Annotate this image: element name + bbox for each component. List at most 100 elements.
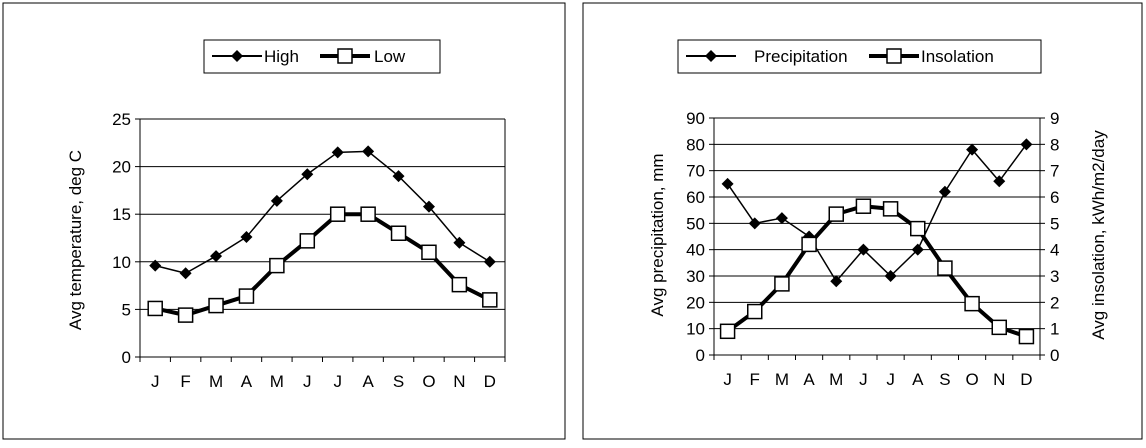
data-point	[748, 217, 761, 230]
precipitation-chart: Precipitation Insolation Avg precipitati…	[648, 39, 1108, 389]
series-high	[149, 145, 496, 280]
y-tick-label-right: 8	[1050, 135, 1059, 154]
x-tick-label: F	[750, 370, 760, 389]
data-point	[360, 206, 376, 222]
data-point	[719, 323, 736, 340]
data-point	[299, 233, 316, 249]
legend-label-high: High	[264, 47, 299, 66]
y-tick-label-right: 6	[1050, 188, 1059, 207]
temperature-chart-frame	[2, 2, 566, 440]
data-point	[240, 231, 253, 244]
data-point	[911, 243, 924, 256]
data-point	[270, 194, 283, 207]
x-tick-label: J	[723, 370, 732, 389]
x-tick-label: A	[241, 372, 253, 391]
data-point	[937, 260, 953, 276]
y-tick-label: 20	[686, 293, 705, 312]
x-tick-label: S	[939, 370, 950, 389]
y-tick-label: 5	[122, 300, 131, 319]
data-point	[362, 145, 375, 158]
data-point	[483, 255, 496, 268]
data-point	[1020, 138, 1033, 151]
y-axis-label-left: Avg precipitation, mm	[648, 153, 667, 316]
series-line-high	[155, 150, 491, 274]
precipitation-legend-box	[677, 39, 1042, 74]
x-tick-label: O	[422, 372, 435, 391]
data-point	[390, 225, 407, 241]
data-point	[269, 257, 285, 274]
y-tick-label: 40	[686, 241, 705, 260]
x-tick-label: J	[859, 370, 868, 389]
temperature-chart: High Low Avg temperature, deg C 0 5 10 15 20…	[66, 39, 506, 391]
legend-marker-precipitation	[705, 50, 717, 62]
legend-marker-low	[337, 48, 353, 64]
data-point	[938, 185, 951, 198]
legend-entry-high: High	[212, 47, 299, 66]
x-tick-label: M	[209, 372, 223, 391]
x-tick-label: J	[333, 372, 342, 391]
x-tick-label: D	[1020, 370, 1032, 389]
y-tick-label-right: 4	[1050, 241, 1059, 260]
precipitation-chart-frame	[582, 2, 1143, 440]
y-tick-label: 10	[686, 320, 705, 339]
y-tick-label-right: 2	[1050, 293, 1059, 312]
data-point	[451, 276, 468, 293]
data-point	[329, 206, 346, 222]
y-tick-label-right: 9	[1050, 109, 1059, 128]
data-point	[301, 168, 314, 181]
data-point	[884, 270, 897, 282]
x-tick-label: J	[886, 370, 895, 389]
legend-entry-precipitation: Precipitation	[686, 47, 848, 66]
data-point	[882, 201, 899, 217]
data-point	[830, 275, 843, 288]
data-point	[421, 244, 437, 261]
data-point	[966, 143, 979, 156]
legend-marker-high	[231, 50, 243, 62]
x-tick-label: M	[829, 370, 843, 389]
x-tick-label: A	[362, 372, 374, 391]
y-tick-label: 80	[686, 135, 705, 154]
y-tick-label: 30	[686, 267, 705, 286]
data-point	[392, 170, 405, 183]
y-tick-label: 25	[112, 110, 131, 129]
data-point	[721, 177, 734, 190]
y-tick-label-right: 0	[1050, 346, 1059, 365]
y-tick-label-right: 1	[1050, 320, 1059, 339]
legend-label-insolation: Insolation	[921, 47, 994, 66]
y-tick-label-right: 3	[1050, 267, 1059, 286]
data-point	[774, 276, 790, 292]
x-tick-label: D	[484, 372, 496, 391]
legend-entry-low: Low	[320, 47, 406, 66]
data-point	[801, 236, 817, 253]
data-point	[910, 220, 926, 237]
data-point	[482, 292, 498, 308]
legend-entry-insolation: Insolation	[869, 47, 994, 66]
temperature-legend: High Low	[203, 39, 441, 74]
y-tick-label-right: 5	[1050, 214, 1059, 233]
x-tick-label: A	[803, 370, 815, 389]
data-point	[964, 295, 980, 312]
data-point	[855, 198, 872, 214]
data-point	[149, 259, 162, 272]
x-tick-label: N	[993, 370, 1005, 389]
y-tick-label: 60	[686, 188, 705, 207]
x-tick-label: J	[303, 372, 312, 391]
x-tick-label: O	[965, 370, 978, 389]
data-point	[991, 319, 1007, 336]
y-tick-label: 10	[112, 253, 131, 272]
y-tick-label: 0	[696, 346, 705, 365]
data-point	[179, 267, 192, 280]
data-point	[1018, 328, 1035, 345]
x-tick-label: M	[270, 372, 284, 391]
y-tick-label: 15	[112, 205, 131, 224]
data-point	[331, 146, 344, 159]
y-axis-label-right: Avg insolation, kWh/m2/day	[1089, 130, 1108, 340]
data-point	[453, 236, 466, 249]
data-point	[747, 303, 763, 320]
x-tick-label: J	[151, 372, 160, 391]
legend-marker-insolation	[886, 48, 902, 64]
x-tick-label: N	[453, 372, 465, 391]
